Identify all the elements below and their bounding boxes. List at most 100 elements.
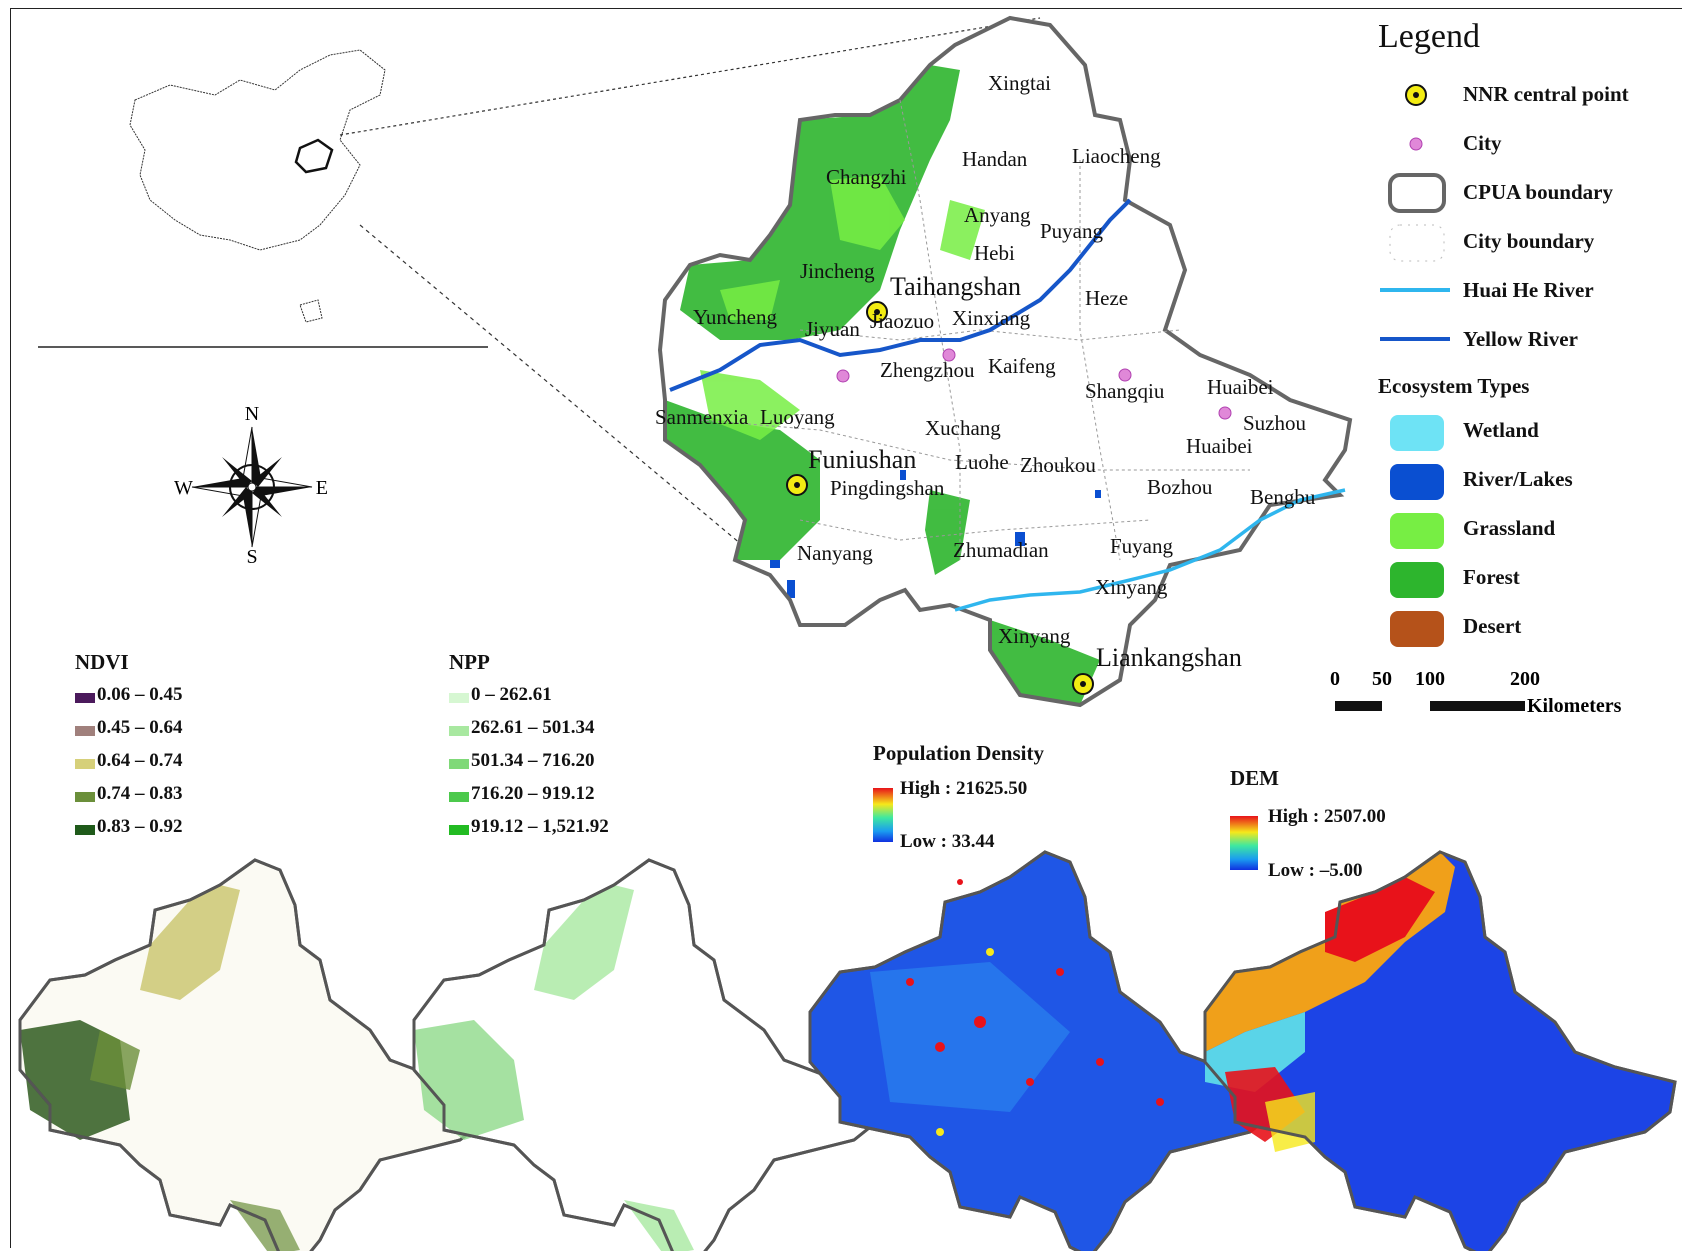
label-xinxiang: Xinxiang [952, 306, 1031, 330]
npp-class-4: 716.20 – 919.12 [471, 783, 595, 804]
npp-class-2: 262.61 – 501.34 [471, 717, 595, 738]
ndvi-swatch-4 [75, 792, 95, 802]
label-taihangshan: Taihangshan [890, 272, 1021, 301]
npp-map [412, 858, 886, 1251]
label-fuyang: Fuyang [1110, 534, 1174, 558]
legend-yellow-label: Yellow River [1463, 327, 1578, 351]
label-jincheng: Jincheng [800, 259, 875, 283]
npp-class-1: 0 – 262.61 [471, 684, 552, 705]
compass-s: S [246, 546, 257, 565]
scale-unit: Kilometers [1527, 695, 1622, 717]
ndvi-swatch-1 [75, 693, 95, 703]
label-liaocheng: Liaocheng [1072, 144, 1161, 168]
label-yuncheng: Yuncheng [693, 305, 777, 329]
label-xinyang: Xinyang [998, 624, 1071, 648]
figure-frame [10, 8, 1682, 1248]
ndvi-class-1: 0.06 – 0.45 [97, 684, 183, 705]
legend-huai-label: Huai He River [1463, 278, 1594, 302]
legend-eco-wetland: Wetland [1463, 418, 1539, 442]
legend-eco-wetland-swatch [1390, 415, 1444, 451]
npp-swatch-5 [449, 825, 469, 835]
label-handan: Handan [962, 147, 1028, 171]
legend-eco-river-swatch [1390, 464, 1444, 500]
npp-class-3: 501.34 – 716.20 [471, 750, 595, 771]
city-point-zhengzhou [942, 348, 956, 362]
label-luoyang: Luoyang [760, 405, 835, 429]
legend-eco-desert-swatch [1390, 611, 1444, 647]
nnr-points [786, 301, 1094, 695]
legend-eco-river: River/Lakes [1463, 467, 1573, 491]
scale-segment-1 [1335, 701, 1382, 711]
label-suzhou: Suzhou [1243, 411, 1307, 435]
legend-city-label: City [1463, 131, 1502, 155]
npp-swatch-3 [449, 759, 469, 769]
compass-w: W [174, 477, 193, 499]
label-puyang: Puyang [1040, 219, 1104, 243]
scale-tick-100: 100 [1415, 668, 1445, 690]
npp-class-5: 919.12 – 1,521.92 [471, 816, 609, 837]
label-pingdingshan: Pingdingshan [830, 476, 945, 500]
study-area-inset [294, 138, 334, 174]
label-kaifeng: Kaifeng [988, 354, 1056, 378]
population-title: Population Density [873, 741, 1044, 765]
dem-low: Low : –5.00 [1268, 860, 1363, 881]
scale-tick-0: 0 [1330, 668, 1340, 690]
compass-n: N [245, 405, 259, 425]
forest-areas [665, 65, 1100, 705]
npp-swatch-4 [449, 792, 469, 802]
label-jiaozuo: Jiaozuo [870, 309, 934, 333]
label-huaibei: Huaibei [1186, 434, 1253, 458]
label-bengbu: Bengbu [1250, 485, 1316, 509]
leader-line-top [339, 17, 1041, 136]
label-xinyang-right: Xinyang [1095, 575, 1168, 599]
cpua-boundary [657, 15, 1353, 708]
label-sanmenxia: Sanmenxia [655, 405, 749, 429]
legend-eco-forest-swatch [1390, 562, 1444, 598]
ndvi-class-2: 0.45 – 0.64 [97, 717, 183, 738]
city-point-luoyang [836, 369, 850, 383]
scale-bar: 0 50 100 200 Kilometers [1330, 668, 1622, 717]
yellow-river [669, 198, 1132, 392]
legend-eco-grassland-swatch [1390, 513, 1444, 549]
legend-eco-desert: Desert [1463, 614, 1522, 638]
compass-e: E [316, 477, 328, 499]
label-hebi: Hebi [974, 241, 1015, 265]
population-map [808, 850, 1282, 1251]
city-points [836, 348, 1232, 420]
label-huaibei-top: Huaibei [1207, 375, 1274, 399]
label-bozhou: Bozhou [1147, 475, 1213, 499]
city-boundaries [699, 99, 1250, 561]
label-liankangshan: Liankangshan [1096, 643, 1242, 672]
label-heze: Heze [1085, 286, 1128, 310]
legend-eco-title: Ecosystem Types [1378, 374, 1530, 398]
label-xingtai: Xingtai [988, 71, 1051, 95]
leader-line-bottom [359, 224, 761, 561]
legend-title: Legend [1378, 18, 1480, 55]
label-funiushan: Funiushan [808, 445, 916, 474]
npp-swatches [449, 693, 469, 835]
nnr-point-taihangshan [866, 301, 888, 323]
place-labels: Xingtai Changzhi Handan Liaocheng Anyang… [655, 71, 1316, 672]
label-shangqiu: Shangqiu [1085, 379, 1165, 403]
label-zhoukou: Zhoukou [1020, 453, 1096, 477]
scale-segment-2 [1430, 701, 1525, 711]
scale-tick-200: 200 [1510, 668, 1540, 690]
ndvi-swatch-5 [75, 825, 95, 835]
legend-cityb-label: City boundary [1463, 229, 1595, 253]
huai-river [954, 488, 1346, 612]
legend-nnr-symbol [1405, 84, 1427, 106]
label-changzhi: Changzhi [826, 165, 907, 189]
npp-swatch-2 [449, 726, 469, 736]
ndvi-title: NDVI [75, 650, 129, 674]
scale-tick-50: 50 [1372, 668, 1392, 690]
city-point-suzhou [1218, 406, 1232, 420]
legend-city-symbol [1409, 137, 1423, 151]
ndvi-map [18, 858, 492, 1251]
population-low: Low : 33.44 [900, 831, 995, 852]
legend-cpua-symbol [1388, 173, 1446, 213]
china-outline [129, 49, 386, 323]
nnr-point-funiushan [786, 474, 808, 496]
ndvi-class-4: 0.74 – 0.83 [97, 783, 183, 804]
